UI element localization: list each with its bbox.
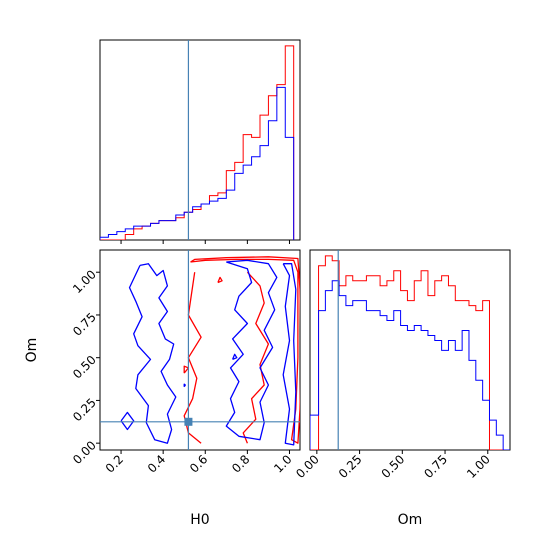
joint-contour-frame [99, 249, 301, 451]
blue-contour-5 [183, 383, 186, 388]
blue-contour-0 [128, 263, 177, 444]
blue-contour-4 [231, 353, 238, 361]
red-contour-2 [242, 271, 270, 444]
h0-histogram-frame [99, 39, 301, 241]
red-contour-4 [183, 365, 190, 374]
om-red-histogram [310, 255, 510, 450]
h0-blue-histogram [100, 86, 295, 240]
y-axis-label-om: Om [24, 338, 40, 363]
blue-contour-2 [282, 263, 297, 446]
x-axis-label-om: Om [398, 512, 423, 528]
red-contour-3 [217, 276, 223, 284]
h0-histogram-panel [99, 39, 301, 244]
om-blue-histogram [310, 280, 510, 450]
om-histogram-frame [309, 249, 511, 451]
joint-truth-marker [184, 417, 193, 426]
red-contour-1 [183, 272, 202, 444]
blue-contour-1 [225, 259, 278, 441]
red-contour-0 [190, 256, 300, 444]
x-axis-label-h0: H0 [190, 512, 209, 528]
blue-contour-3 [120, 411, 135, 431]
